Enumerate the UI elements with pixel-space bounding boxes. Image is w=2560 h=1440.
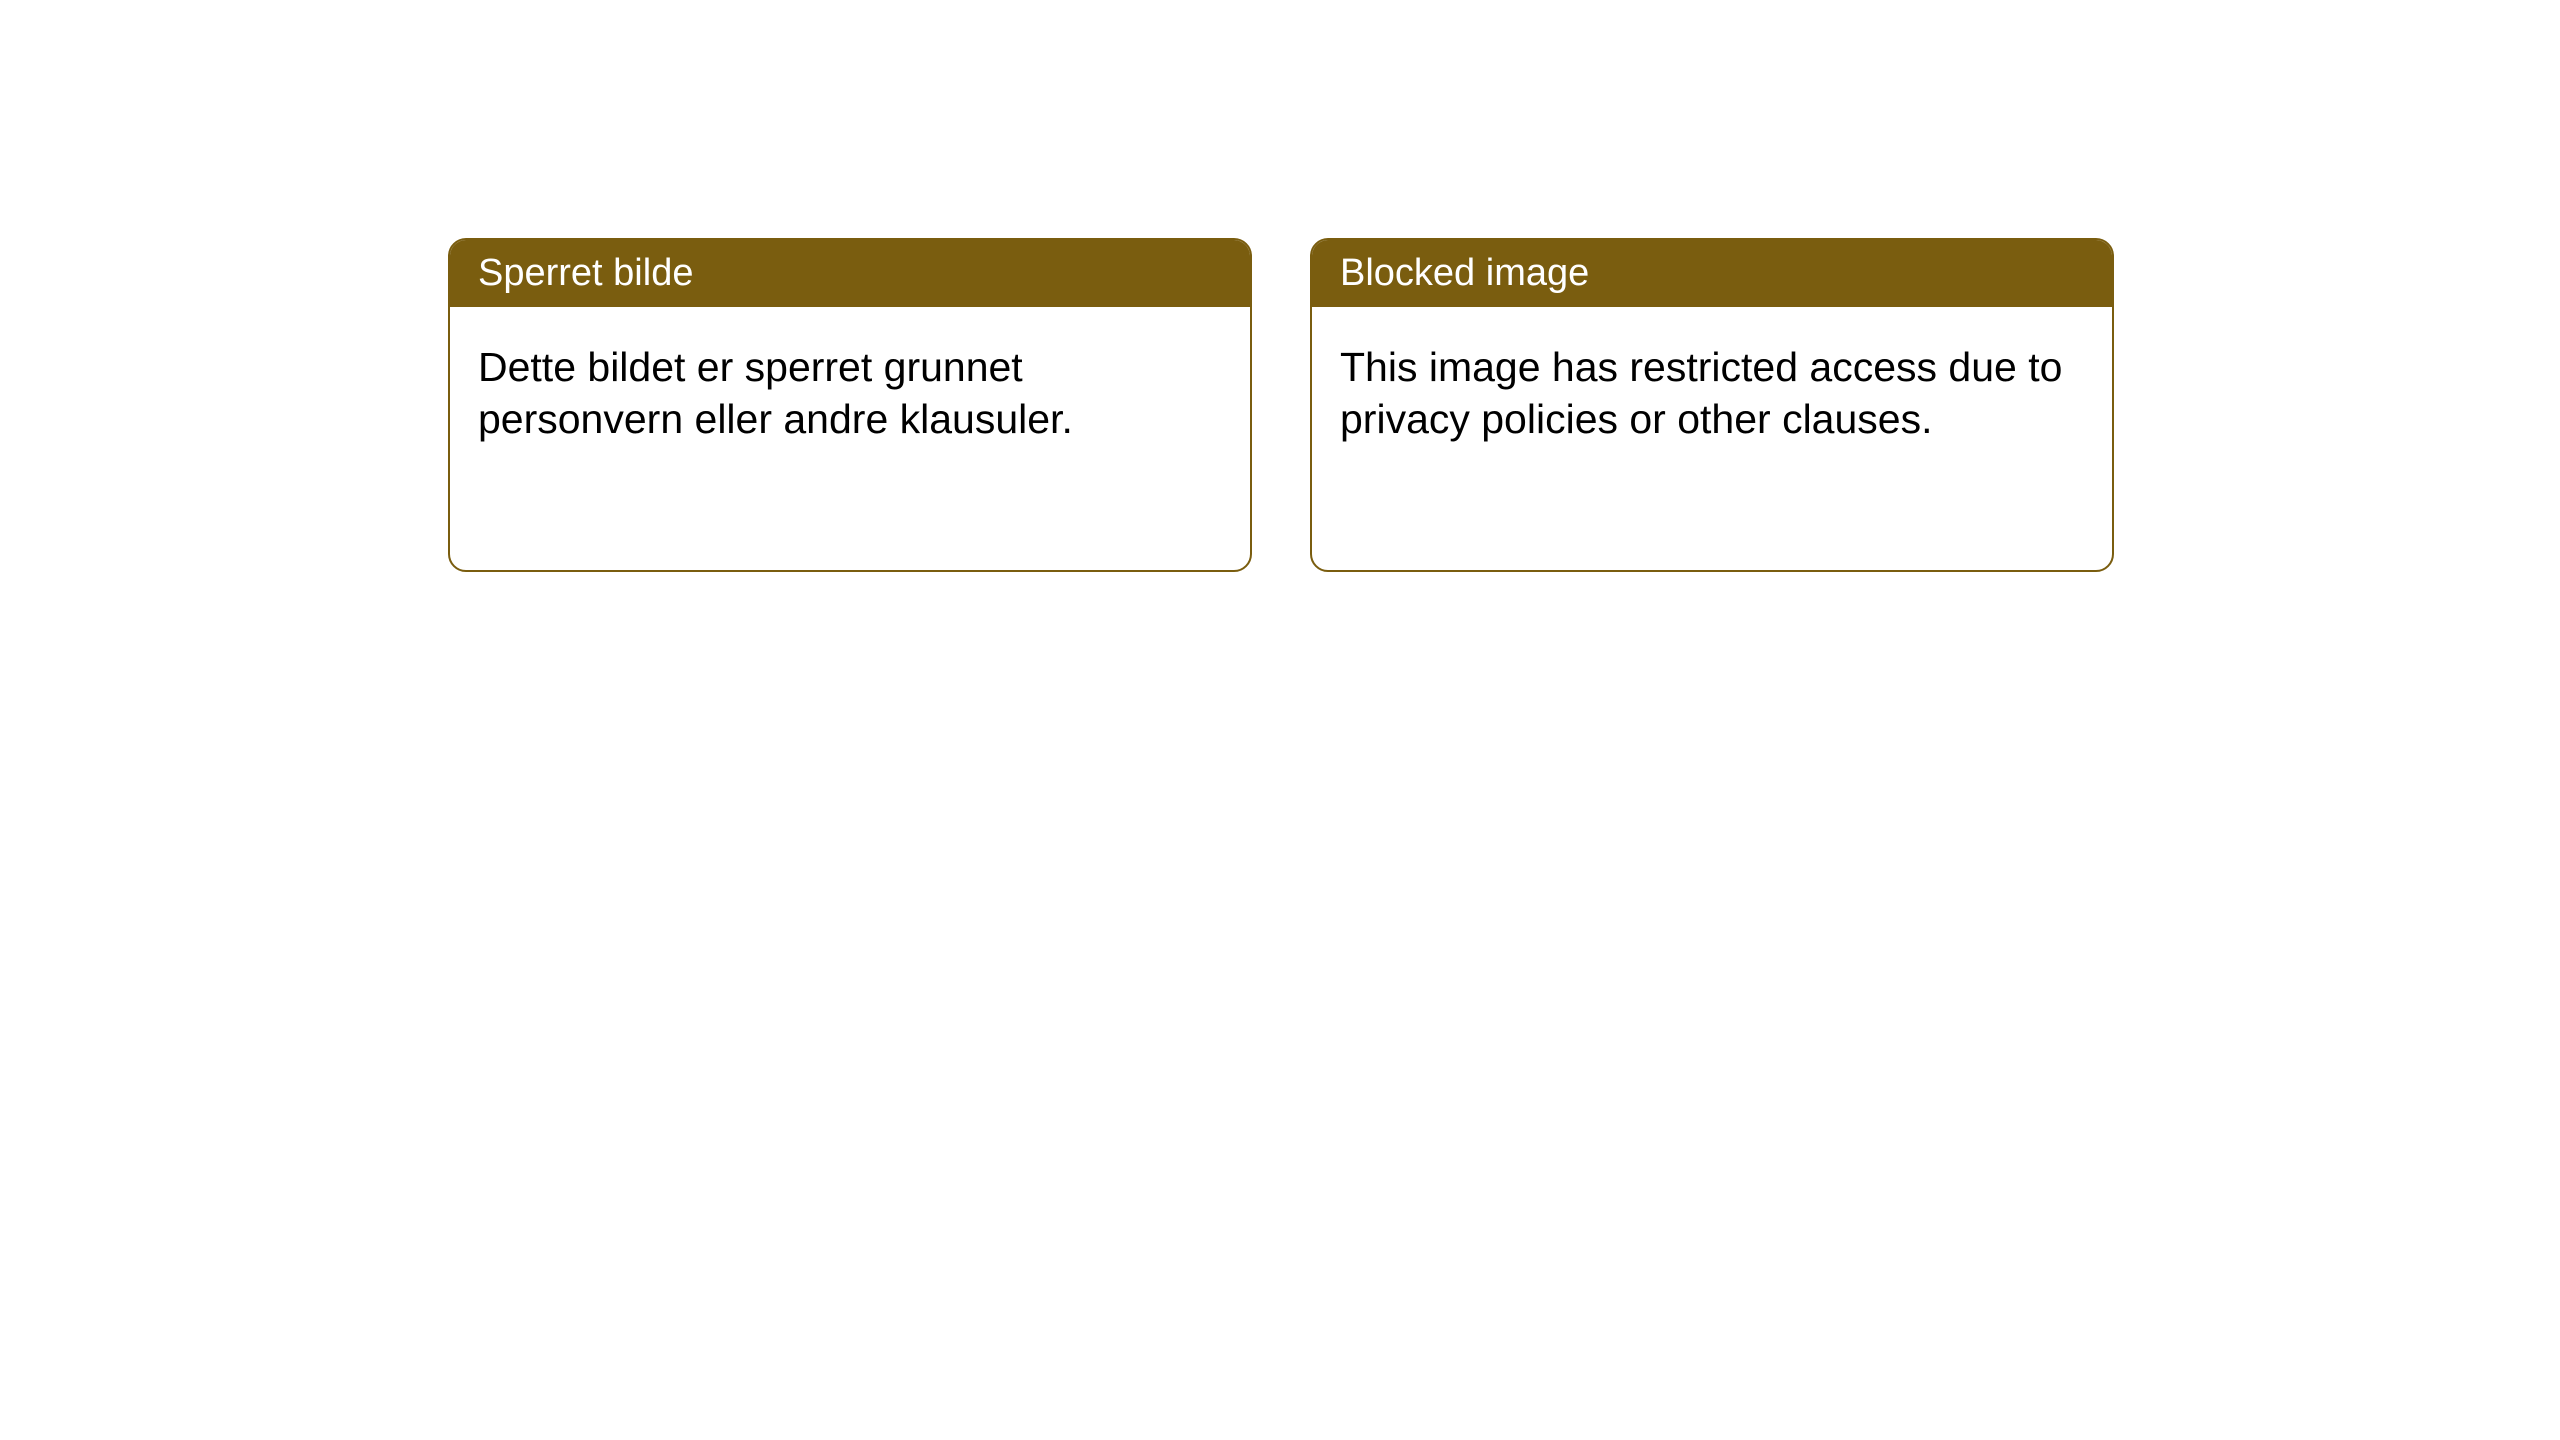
card-header-no: Sperret bilde [450, 240, 1250, 307]
cards-container: Sperret bilde Dette bildet er sperret gr… [448, 238, 2114, 572]
card-header-en: Blocked image [1312, 240, 2112, 307]
card-body-no: Dette bildet er sperret grunnet personve… [450, 307, 1250, 480]
blocked-image-card-no: Sperret bilde Dette bildet er sperret gr… [448, 238, 1252, 572]
blocked-image-card-en: Blocked image This image has restricted … [1310, 238, 2114, 572]
card-body-en: This image has restricted access due to … [1312, 307, 2112, 480]
